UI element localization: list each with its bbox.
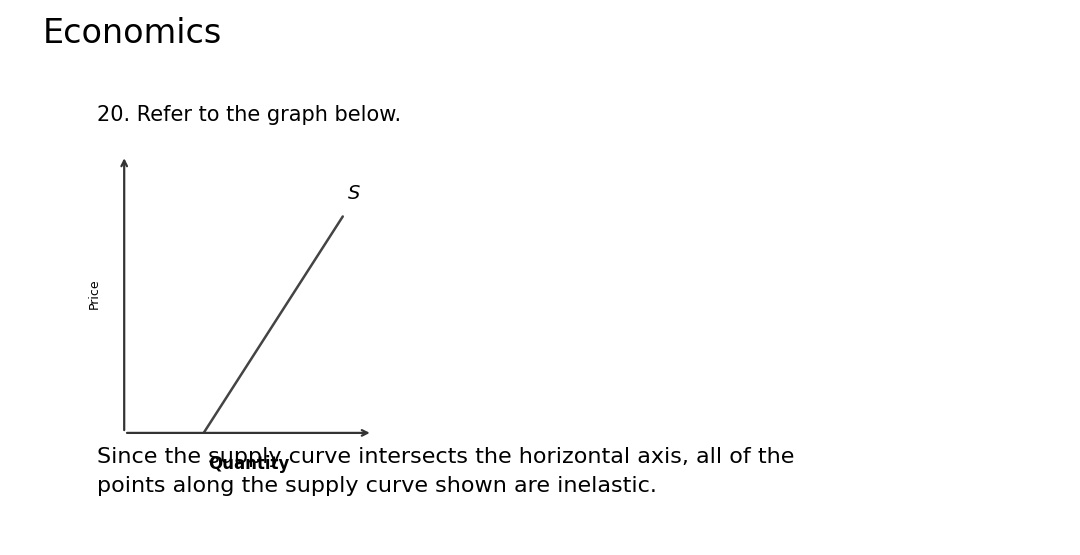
Text: Economics: Economics [43,17,222,49]
Text: Since the supply curve intersects the horizontal axis, all of the
points along t: Since the supply curve intersects the ho… [97,447,795,496]
Text: Quantity: Quantity [207,455,289,473]
Text: 20. Refer to the graph below.: 20. Refer to the graph below. [97,105,402,125]
Text: S: S [348,184,360,203]
Text: Price: Price [87,279,100,310]
